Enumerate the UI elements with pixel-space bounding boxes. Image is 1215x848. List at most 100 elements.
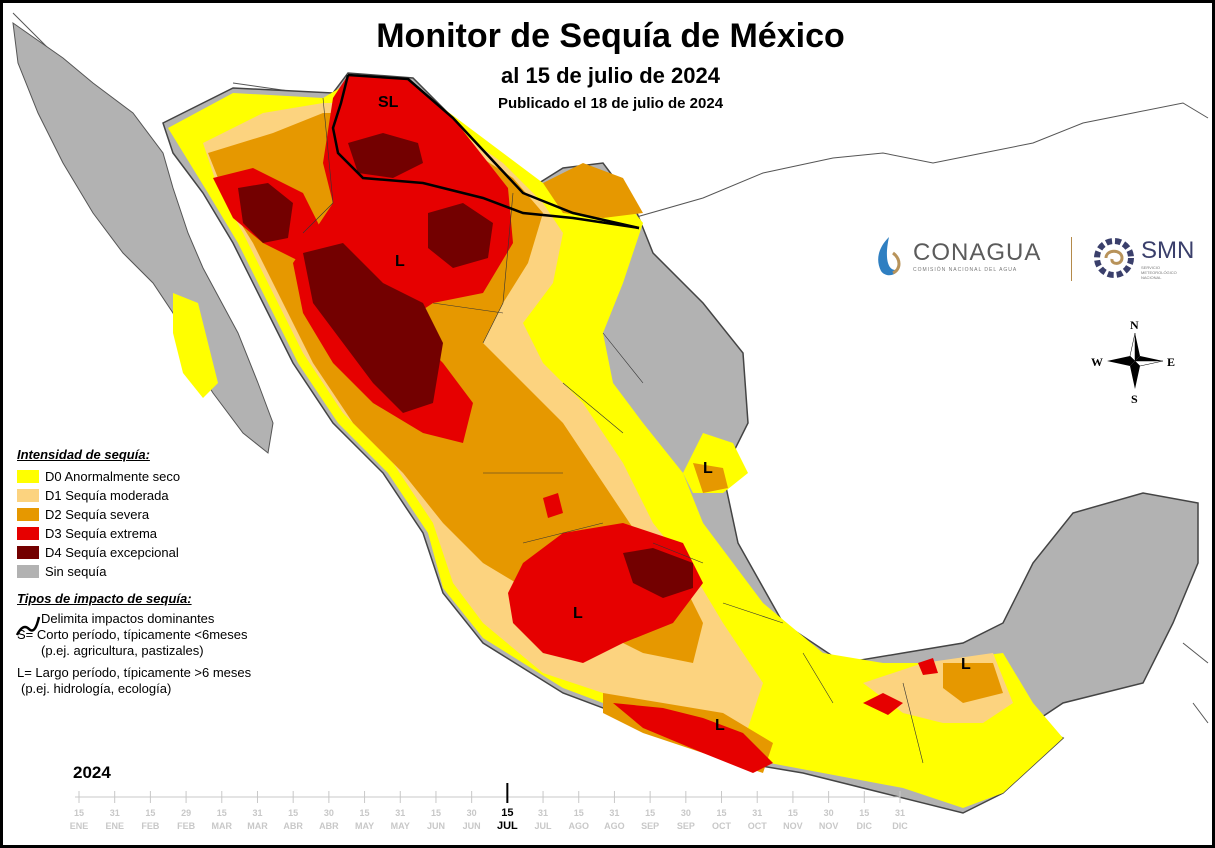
legend-label: Sin sequía [45, 564, 107, 579]
label-l-central: L [573, 605, 583, 622]
impact-heading: Tipos de impacto de sequía: [17, 591, 192, 606]
timeline-tick-month: JUN [463, 821, 481, 831]
impact-short: S= Corto período, típicamente <6meses [17, 627, 248, 642]
d2-northeast [543, 163, 643, 218]
drought-map: SL L L L L L N S E W [12, 12, 1209, 814]
impact-boundary-line [347, 73, 640, 230]
d4-region-4 [303, 243, 443, 413]
impact-boundary-line-2 [331, 74, 640, 230]
timeline-tick-day: 15 [74, 808, 84, 818]
impact-legend: Tipos de impacto de sequía: Delimita imp… [17, 591, 337, 697]
legend-label: D1 Sequía moderada [45, 488, 169, 503]
legend-heading: Intensidad de sequía: [17, 447, 150, 462]
d4-region-1 [348, 133, 423, 178]
legend-label: D0 Anormalmente seco [45, 469, 181, 484]
timeline-tick-month: FEB [141, 821, 160, 831]
baja-d0 [173, 293, 218, 398]
legend-swatch-d4 [17, 546, 39, 559]
timeline-tick-day: 15 [360, 808, 370, 818]
legend-swatch-d1 [17, 489, 39, 502]
timeline: 15 ENE 31 ENE 15 FEB 29 FEB 15 MAR 31 MAR 15 ABR 30 ABR… [70, 783, 908, 832]
label-l-north: L [395, 253, 405, 270]
legend-label: D4 Sequía excepcional [45, 545, 179, 560]
timeline-tick-month: AGO [568, 821, 589, 831]
label-l-southeast: L [961, 656, 971, 673]
label-l-east: L [703, 460, 713, 477]
d2-east [693, 463, 728, 493]
conagua-sub: COMISIÓN NACIONAL DEL AGUA [913, 267, 1018, 273]
legend-label: D2 Sequía severa [45, 507, 150, 522]
smn-sub: SERVICIO METEOROLÓGICO NACIONAL [1141, 264, 1177, 280]
page-subtitle: al 15 de julio de 2024 [501, 63, 720, 88]
timeline-tick-month: MAR [247, 821, 268, 831]
legend: Intensidad de sequía: D0 Anormalmente se… [17, 447, 180, 581]
timeline-tick-day: 15 [859, 808, 869, 818]
d3-small-1 [863, 693, 903, 715]
smn-logo: SMN SERVICIO METEOROLÓGICO NACIONAL [1091, 235, 1194, 281]
timeline-ticks: 15 ENE 31 ENE 15 FEB 29 FEB 15 MAR 31 MAR 15 ABR 30 ABR… [70, 783, 908, 832]
timeline-tick-month: MAY [355, 821, 374, 831]
timeline-year: 2024 [73, 763, 111, 782]
conagua-icon [878, 237, 901, 276]
timeline-tick-day: 31 [752, 808, 762, 818]
impact-long: L= Largo período, típicamente >6 meses [17, 665, 252, 680]
conagua-logo: CONAGUA COMISIÓN NACIONAL DEL AGUA [871, 233, 1041, 279]
timeline-tick-month: FEB [177, 821, 196, 831]
d3-north [293, 75, 513, 443]
timeline-tick-month: OCT [748, 821, 768, 831]
legend-item-none: Sin sequía [17, 562, 180, 581]
published-date: Publicado el 18 de julio de 2024 [497, 95, 724, 112]
timeline-tick-day: 15 [574, 808, 584, 818]
legend-item-d0: D0 Anormalmente seco [17, 467, 180, 486]
d3-gulf-south [613, 703, 773, 773]
logo-divider [1071, 237, 1072, 281]
timeline-tick-day: 15 [288, 808, 298, 818]
impact-line-icon [15, 616, 41, 636]
timeline-tick-day: 30 [824, 808, 834, 818]
timeline-tick-day: 15 [217, 808, 227, 818]
timeline-tick-day: 30 [324, 808, 334, 818]
d3-small-3 [543, 493, 563, 518]
timeline-tick-month: SEP [641, 821, 659, 831]
legend-item-d4: D4 Sequía excepcional [17, 543, 180, 562]
timeline-tick-day: 15 [501, 807, 513, 819]
d3-small-2 [918, 658, 938, 675]
legend-label: D3 Sequía extrema [45, 526, 158, 541]
smn-name: SMN [1141, 236, 1195, 264]
timeline-tick-day: 30 [467, 808, 477, 818]
timeline-tick-month: SEP [677, 821, 695, 831]
timeline-tick-month: ABR [283, 821, 303, 831]
compass-rose: N S E W [1091, 318, 1175, 406]
impact-long-example: (p.ej. hidrología, ecología) [21, 681, 172, 696]
label-l-south: L [715, 717, 725, 734]
compass-w: W [1091, 355, 1103, 369]
impact-line-text: Delimita impactos dominantes [41, 611, 215, 626]
legend-swatch-none [17, 565, 39, 578]
timeline-tick-month: ENE [105, 821, 124, 831]
legend-item-d1: D1 Sequía moderada [17, 486, 180, 505]
legend-swatch-d2 [17, 508, 39, 521]
timeline-tick-day: 15 [145, 808, 155, 818]
timeline-tick-month: ABR [319, 821, 339, 831]
d4-region-2 [428, 203, 493, 268]
timeline-tick-day: 15 [717, 808, 727, 818]
d2-yucatan [943, 663, 1003, 703]
timeline-tick-day: 15 [788, 808, 798, 818]
timeline-tick-day: 29 [181, 808, 191, 818]
timeline-tick-month: DIC [892, 821, 908, 831]
page-title: Monitor de Sequía de México [376, 17, 845, 55]
smn-icon [1094, 238, 1134, 278]
timeline-tick-day: 15 [431, 808, 441, 818]
legend-swatch-d3 [17, 527, 39, 540]
timeline-tick-month: ENE [70, 821, 89, 831]
timeline-tick-month: JUL [535, 821, 553, 831]
compass-s: S [1131, 392, 1138, 406]
timeline-tick-month: OCT [712, 821, 732, 831]
timeline-tick-day: 30 [681, 808, 691, 818]
timeline-tick-day: 31 [395, 808, 405, 818]
label-sl: SL [378, 94, 399, 111]
timeline-tick-month: NOV [783, 821, 803, 831]
legend-item-d3: D3 Sequía extrema [17, 524, 180, 543]
timeline-tick-month: NOV [819, 821, 839, 831]
